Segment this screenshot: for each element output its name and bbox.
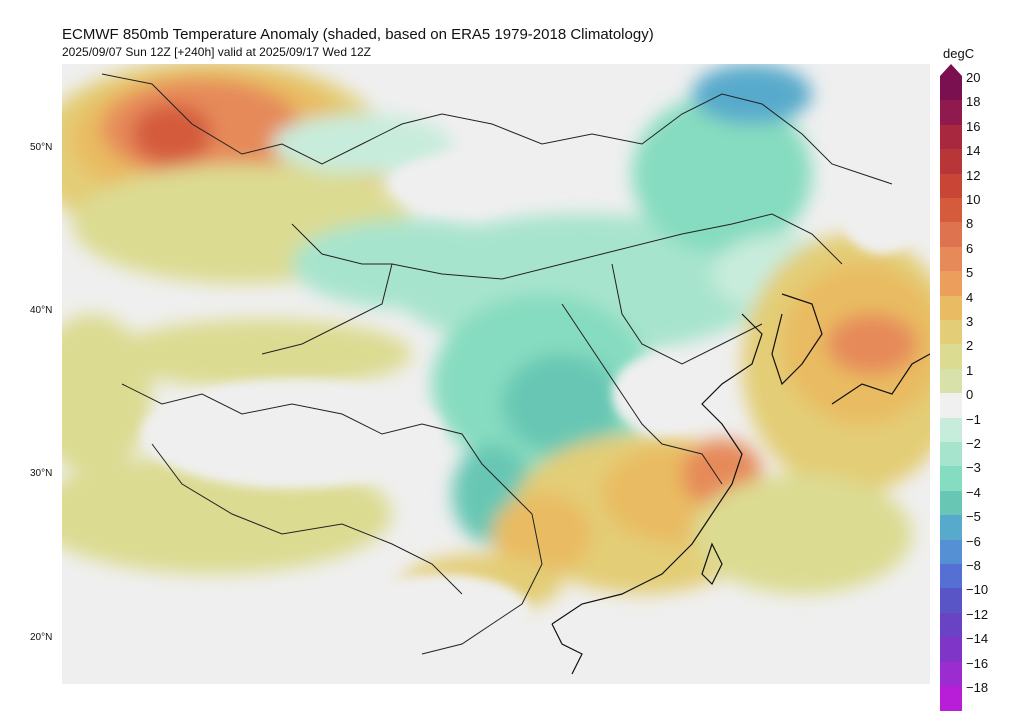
colorbar-segment [940,637,962,663]
lat-label-20: 20°N [30,632,53,643]
colorbar-tick-label: 18 [966,94,981,110]
colorbar-tick-label: 0 [966,387,974,403]
coastline [551,293,930,675]
colorbar-segment [940,588,962,614]
colorbar-tick-label: −2 [966,436,981,451]
temperature-anomaly-map [62,64,930,684]
colorbar-segment [940,539,962,565]
colorbar-segment [940,393,962,419]
colorbar-tick-label: 8 [966,216,974,232]
colorbar-tick-label: −1 [966,411,981,427]
colorbar-segment [940,222,962,248]
colorbar-segment [940,466,962,492]
colorbar-tick-label: 1 [966,362,974,378]
colorbar-tick-label: −6 [966,533,981,549]
colorbar-tick-label: −12 [966,606,989,622]
colorbar-segment [940,173,962,199]
colorbar-top-arrow [940,64,962,76]
colorbar-tick-label: 12 [966,167,981,183]
colorbar-segment [940,344,962,370]
colorbar-tick-label: −10 [966,582,989,598]
lat-label-50: 50°N [30,142,53,153]
colorbar-segment [940,612,962,638]
colorbar-tick-label: 4 [966,289,974,305]
colorbar-tick-label: 6 [966,240,974,256]
colorbar-segment [940,320,962,345]
colorbar [940,64,962,711]
anomaly-neutral-areas [142,154,922,654]
colorbar-segment [940,295,962,321]
colorbar-unit: degC [943,46,975,61]
colorbar-segment [940,124,962,150]
colorbar-tick-label: −14 [966,631,989,647]
colorbar-segment [940,198,962,223]
colorbar-tick-label: 16 [966,118,981,134]
colorbar-segment [940,271,962,297]
colorbar-tick-label: 20 [966,70,981,85]
colorbar-tick-label: −3 [966,460,981,476]
colorbar-tick-label: 2 [966,338,974,354]
colorbar-segment [940,149,962,175]
colorbar-segment [940,368,962,394]
colorbar-segment [940,100,962,126]
borders [101,73,893,655]
lat-label-40: 40°N [30,305,53,316]
anomaly-shading [62,64,930,614]
colorbar-segment [940,661,962,687]
colorbar-segment [940,686,962,711]
colorbar-segment [940,564,962,589]
colorbar-tick-label: 14 [966,143,981,159]
map-title: ECMWF 850mb Temperature Anomaly (shaded,… [62,26,654,43]
colorbar-tick-label: 5 [966,265,974,281]
colorbar-segment [940,515,962,541]
colorbar-segment [940,442,962,467]
lat-label-30: 30°N [30,468,53,479]
colorbar-tick-label: 3 [966,314,974,329]
map-canvas [62,64,930,684]
colorbar-tick-label: −4 [966,484,981,500]
colorbar-tick-label: −16 [966,655,989,671]
colorbar-tick-label: −8 [966,558,981,573]
colorbar-segment [940,246,962,272]
colorbar-tick-label: 10 [966,192,981,207]
colorbar-segment [940,417,962,443]
colorbar-segment [940,76,962,101]
colorbar-tick-label: −18 [966,680,989,695]
colorbar-tick-label: −5 [966,509,981,525]
colorbar-segment [940,490,962,516]
map-subtitle: 2025/09/07 Sun 12Z [+240h] valid at 2025… [62,45,372,59]
